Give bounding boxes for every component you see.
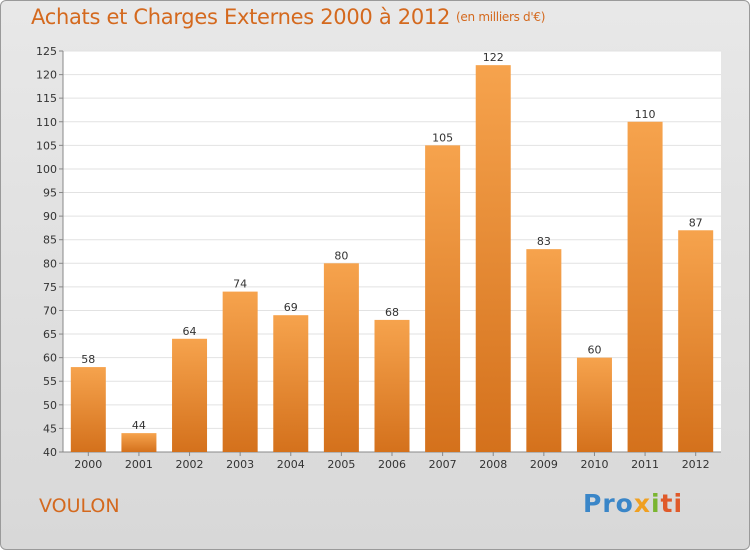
y-tick-label: 100	[36, 163, 57, 176]
y-tick-label: 60	[43, 352, 57, 365]
value-label: 58	[81, 353, 95, 366]
bar	[273, 315, 309, 452]
y-tick-label: 90	[43, 210, 57, 223]
bar	[374, 319, 410, 452]
y-tick-label: 125	[36, 45, 57, 58]
value-label: 68	[385, 306, 399, 319]
x-tick-label: 2012	[682, 458, 710, 471]
value-label: 110	[635, 108, 656, 121]
bar	[172, 338, 208, 452]
x-tick-label: 2005	[327, 458, 355, 471]
y-tick-label: 95	[43, 187, 57, 200]
y-tick-label: 115	[36, 92, 57, 105]
bar	[222, 291, 258, 452]
y-tick-label: 85	[43, 234, 57, 247]
y-tick-label: 120	[36, 69, 57, 82]
bar	[475, 65, 511, 452]
logo-part-1: Pro	[583, 489, 634, 518]
y-tick-label: 50	[43, 399, 57, 412]
value-label: 60	[587, 344, 601, 357]
plot-area: 40 45 50 55 60 65 70 75 80 85 90 95 100 105 110 115 120 1…	[36, 45, 721, 471]
y-tick-label: 75	[43, 281, 57, 294]
x-tick-label: 2010	[580, 458, 608, 471]
bar	[576, 357, 612, 452]
x-tick-label: 2011	[631, 458, 659, 471]
y-tick-label: 70	[43, 304, 57, 317]
proxiti-logo: Proxiti	[583, 489, 683, 518]
y-tick-label: 45	[43, 422, 57, 435]
bar	[627, 121, 663, 452]
bar	[526, 249, 562, 452]
x-tick-label: 2002	[176, 458, 204, 471]
x-tick-label: 2001	[125, 458, 153, 471]
x-tick-label: 2004	[277, 458, 305, 471]
x-tick-label: 2009	[530, 458, 558, 471]
title-text: Achats et Charges Externes 2000 à 2012	[31, 5, 451, 29]
value-label: 122	[483, 51, 504, 64]
value-label: 74	[233, 278, 247, 291]
commune-name: VOULON	[39, 495, 120, 517]
y-tick-label: 110	[36, 116, 57, 129]
bar	[121, 433, 157, 452]
bar	[323, 263, 359, 452]
value-label: 87	[689, 216, 703, 229]
y-tick-label: 55	[43, 375, 57, 388]
x-tick-label: 2006	[378, 458, 406, 471]
chart-subtitle: (en milliers d'€)	[456, 10, 546, 24]
logo-part-4: ti	[660, 489, 684, 518]
x-tick-label: 2007	[429, 458, 457, 471]
x-tick-label: 2008	[479, 458, 507, 471]
chart-title: Achats et Charges Externes 2000 à 2012 (e…	[31, 5, 545, 29]
bar	[678, 230, 714, 452]
value-label: 69	[284, 301, 298, 314]
y-tick-label: 80	[43, 257, 57, 270]
value-label: 64	[183, 325, 197, 338]
x-tick-label: 2000	[74, 458, 102, 471]
bar	[70, 367, 106, 452]
y-tick-label: 105	[36, 139, 57, 152]
y-tick-label: 40	[43, 446, 57, 459]
logo-part-3: i	[650, 489, 661, 518]
value-label: 105	[432, 131, 453, 144]
x-tick-label: 2003	[226, 458, 254, 471]
value-label: 44	[132, 419, 146, 432]
value-label: 83	[537, 235, 551, 248]
y-tick-label: 65	[43, 328, 57, 341]
value-label: 80	[334, 249, 348, 262]
logo-part-2: x	[633, 489, 651, 518]
bar	[425, 145, 461, 452]
